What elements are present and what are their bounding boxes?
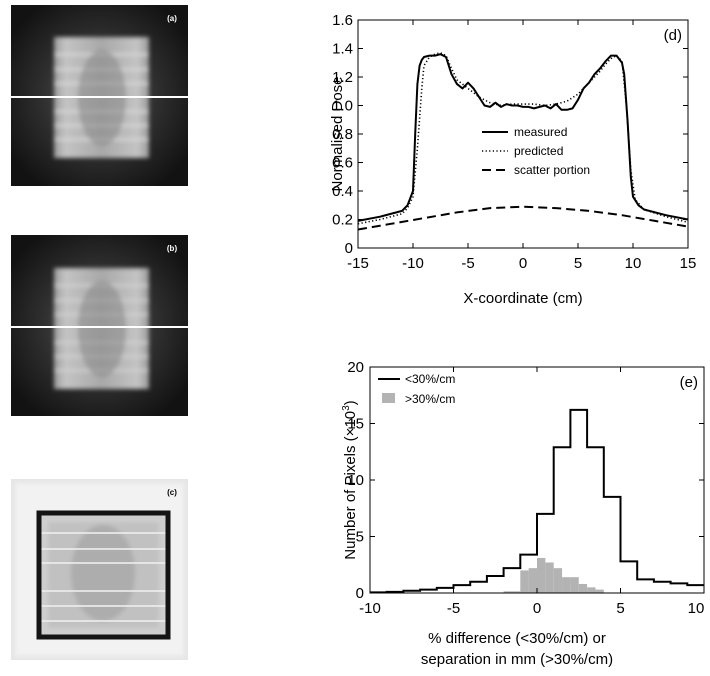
x-tick-label: -10 [402, 255, 424, 272]
chart-e-histogram: -10 -5 0 5 10 0 5 10 15 20 (e) % difference (<30%… [341, 359, 705, 668]
chart-e-ticks: -10 -5 0 5 10 0 5 10 15 20 [347, 359, 705, 617]
chart-d-ticks: -15 -10 -5 0 5 10 15 0 0.2 0.4 0.6 0.8 1.0 1.2 1.4 1.6 [332, 12, 696, 272]
panel-a-image: (a) [11, 5, 188, 186]
chart-d-dose-profile: -15 -10 -5 0 5 10 1500.20.40.60.81.01.21.41.6 … [329, 12, 696, 307]
chart-d-y-axis-label: Normalised Dose [329, 76, 346, 191]
histogram-bar-above-30 [570, 577, 579, 593]
x-tick-label: 10 [625, 255, 642, 272]
chart-d-legend: measured predicted scatter portion [482, 125, 590, 177]
legend-label-below-30: <30%/cm [405, 372, 455, 386]
legend-label-scatter-portion: scatter portion [514, 163, 590, 177]
panel-c-image: (c) [11, 479, 188, 660]
x-tick-label: 5 [616, 600, 624, 617]
legend-label-measured: measured [514, 125, 567, 139]
y-tick-label: 1.0 [332, 98, 353, 115]
histogram-bar-above-30 [587, 587, 596, 593]
x-tick-label: -5 [461, 255, 474, 272]
y-tick-label: 0.6 [332, 155, 353, 172]
chart-e-x-axis-label-line2: separation in mm (>30%/cm) [421, 651, 613, 668]
panel-b-label: (b) [167, 244, 178, 253]
chart-e-y-axis-label-base: Number of Pixels (×10 [342, 411, 359, 560]
histogram-bar-above-30 [537, 557, 546, 593]
x-tick-label: -15 [347, 255, 369, 272]
histogram-bar-above-30 [595, 589, 604, 593]
histogram-bar-above-30 [578, 583, 588, 593]
panel-b-field [54, 268, 149, 389]
y-tick-label: 0 [356, 585, 364, 602]
y-tick-label: 0.4 [332, 183, 353, 200]
y-tick-label: 20 [347, 359, 364, 376]
chart-e-series [370, 408, 704, 594]
y-tick-label: 10 [347, 472, 364, 489]
y-tick-label: 1.6 [332, 12, 353, 29]
y-tick-label: 5 [356, 529, 364, 546]
histogram-bar-above-30 [503, 591, 521, 593]
y-tick-label: 0.8 [332, 126, 353, 143]
legend-label-predicted: predicted [514, 144, 563, 158]
chart-e-x-axis-label-line1: % difference (<30%/cm) or [428, 630, 606, 647]
panel-b-image: (b) [11, 235, 188, 416]
histogram-bar-above-30 [520, 570, 529, 593]
y-tick-label: 15 [347, 416, 364, 433]
histogram-bar-above-30 [553, 568, 563, 593]
y-tick-label: 0 [345, 240, 353, 257]
legend-swatch-above-30 [382, 393, 395, 403]
x-tick-label: 0 [533, 600, 541, 617]
x-tick-label: 0 [519, 255, 527, 272]
chart-e-panel-label: (e) [680, 374, 698, 391]
chart-d-series [357, 51, 689, 231]
chart-d-panel-label: (d) [664, 27, 682, 44]
x-tick-label: -5 [447, 600, 460, 617]
y-tick-label: 1.4 [332, 41, 353, 58]
panel-c-label: (c) [167, 488, 177, 497]
legend-label-above-30: >30%/cm [405, 392, 455, 406]
histogram-step-below-30 [370, 408, 704, 594]
x-tick-label: -10 [359, 600, 381, 617]
chart-d-x-axis-label: X-coordinate (cm) [463, 290, 582, 307]
histogram-bar-above-30 [562, 577, 571, 593]
chart-e-y-axis-label-close: ) [342, 400, 359, 405]
series-line-scatter-portion [357, 205, 689, 231]
y-tick-label: 1.2 [332, 69, 353, 86]
histogram-bar-above-30 [528, 568, 537, 593]
panel-c-field [36, 510, 171, 640]
chart-e-y-axis-label-exponent: 3 [341, 405, 352, 411]
y-tick-label: 0.2 [332, 212, 353, 229]
x-tick-label: 10 [688, 600, 705, 617]
x-tick-label: 15 [680, 255, 697, 272]
chart-e-legend: <30%/cm >30%/cm [378, 372, 455, 406]
histogram-bar-above-30 [545, 562, 554, 593]
panel-a-label: (a) [167, 14, 177, 23]
x-tick-label: 5 [574, 255, 582, 272]
chart-e-y-axis-label: Number of Pixels (×103) [341, 400, 359, 559]
